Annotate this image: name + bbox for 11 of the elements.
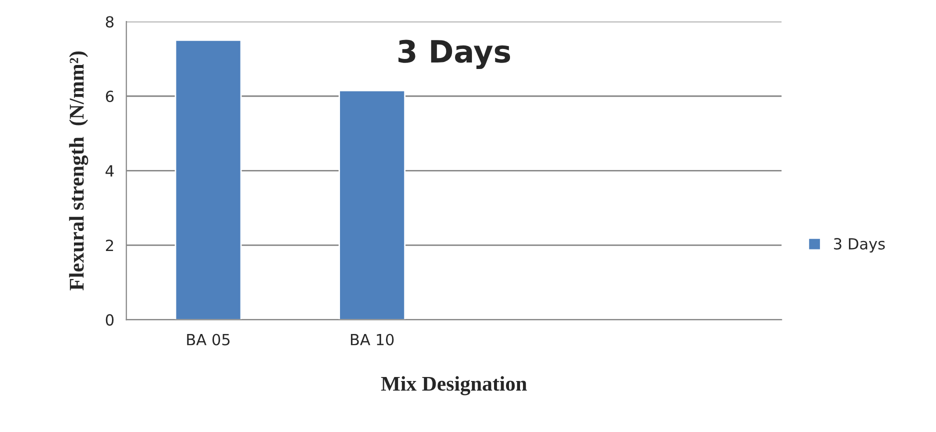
y-tick-label: 0 (106, 314, 114, 326)
y-tick-label: 6 (106, 90, 114, 102)
x-axis-title: Mix Designation (381, 376, 527, 396)
x-tick-label: BA 10 (350, 334, 394, 346)
y-tick-label: 2 (106, 240, 114, 251)
legend-label: 3 Days (834, 238, 885, 253)
text: 3 Days (398, 40, 510, 70)
y-axis-title: Flexural strength (N/mm²) (69, 51, 88, 290)
y-tick-label: 4 (106, 165, 114, 176)
x-tick-label: BA 05 (187, 334, 230, 346)
y-tick-label: 8 (106, 16, 114, 28)
